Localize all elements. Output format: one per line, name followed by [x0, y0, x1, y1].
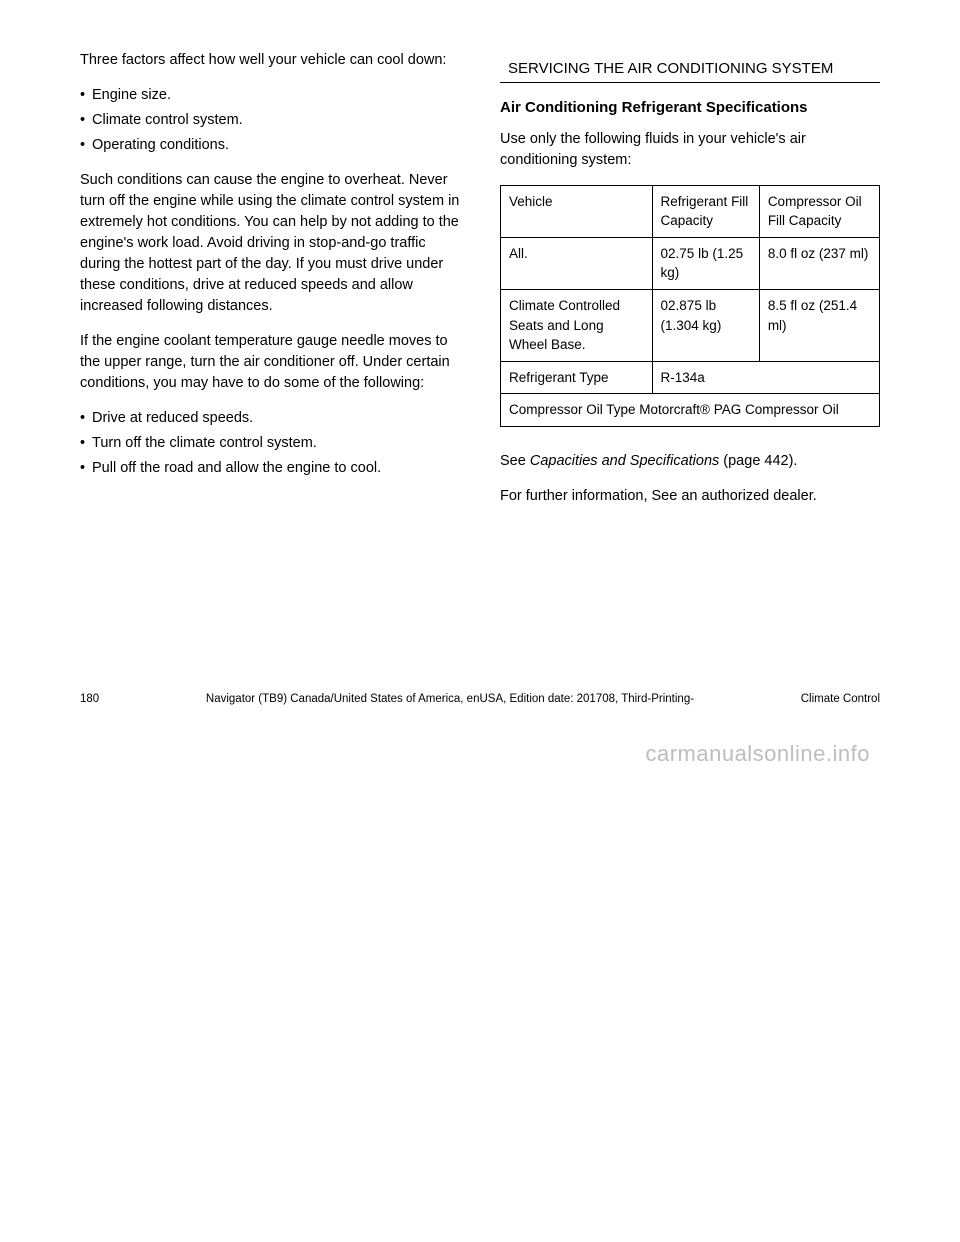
table-row: Climate Controlled Seats and Long Wheel …: [501, 290, 880, 362]
cell-refrig-ccs: 02.875 lb (1.304 kg): [652, 290, 759, 362]
further-info: For further information, See an authoriz…: [500, 486, 880, 507]
intro-paragraph: Three factors affect how well your vehic…: [80, 50, 460, 71]
left-column: Three factors affect how well your vehic…: [80, 50, 460, 521]
cell-oil-type: Compressor Oil Type Motorcraft® PAG Comp…: [501, 394, 880, 427]
table-row: All. 02.75 lb (1.25 kg) 8.0 fl oz (237 m…: [501, 237, 880, 289]
col-refrigerant: Refrigerant Fill Capacity: [652, 185, 759, 237]
cell-refrig-type: Refrigerant Type: [501, 361, 653, 394]
capacities-italic: Capacities and Specifications: [530, 453, 719, 469]
cell-all: All.: [501, 237, 653, 289]
specs-table: Vehicle Refrigerant Fill Capacity Compre…: [500, 185, 880, 427]
cell-r134a: R-134a: [652, 361, 879, 394]
factor-engine: Engine size.: [80, 85, 460, 106]
action-pull-off: Pull off the road and allow the engine t…: [80, 458, 460, 479]
cell-refrig-all: 02.75 lb (1.25 kg): [652, 237, 759, 289]
see-capacities: See Capacities and Specifications (page …: [500, 451, 880, 472]
specs-title: Air Conditioning Refrigerant Specificati…: [500, 97, 880, 119]
footer-page: 180: [80, 691, 99, 708]
watermark: carmanualsonline.info: [80, 708, 880, 770]
right-column: SERVICING THE AIR CONDITIONING SYSTEM Ai…: [500, 50, 880, 521]
table-row: Refrigerant Type R-134a: [501, 361, 880, 394]
factor-climate: Climate control system.: [80, 110, 460, 131]
factors-list: Engine size. Climate control system. Ope…: [80, 85, 460, 156]
footer-section: Climate Control: [801, 691, 880, 708]
specs-intro: Use only the following fluids in your ve…: [500, 129, 880, 171]
col-vehicle: Vehicle: [501, 185, 653, 237]
factor-operating: Operating conditions.: [80, 135, 460, 156]
cell-ccs: Climate Controlled Seats and Long Wheel …: [501, 290, 653, 362]
gauge-paragraph: If the engine coolant temperature gauge …: [80, 331, 460, 394]
footer-model: Navigator (TB9) Canada/United States of …: [206, 691, 694, 708]
actions-list: Drive at reduced speeds. Turn off the cl…: [80, 408, 460, 479]
table-header-row: Vehicle Refrigerant Fill Capacity Compre…: [501, 185, 880, 237]
cell-oil-all: 8.0 fl oz (237 ml): [759, 237, 879, 289]
section-header: SERVICING THE AIR CONDITIONING SYSTEM: [500, 58, 880, 83]
section-title-text: SERVICING THE AIR CONDITIONING SYSTEM: [508, 60, 833, 77]
action-reduced-speed: Drive at reduced speeds.: [80, 408, 460, 429]
cell-oil-ccs: 8.5 fl oz (251.4 ml): [759, 290, 879, 362]
action-turn-off: Turn off the climate control system.: [80, 433, 460, 454]
overheat-paragraph: Such conditions can cause the engine to …: [80, 170, 460, 317]
table-row: Compressor Oil Type Motorcraft® PAG Comp…: [501, 394, 880, 427]
page-footer: 180 Navigator (TB9) Canada/United States…: [80, 691, 880, 708]
col-compressor: Compressor Oil Fill Capacity: [759, 185, 879, 237]
